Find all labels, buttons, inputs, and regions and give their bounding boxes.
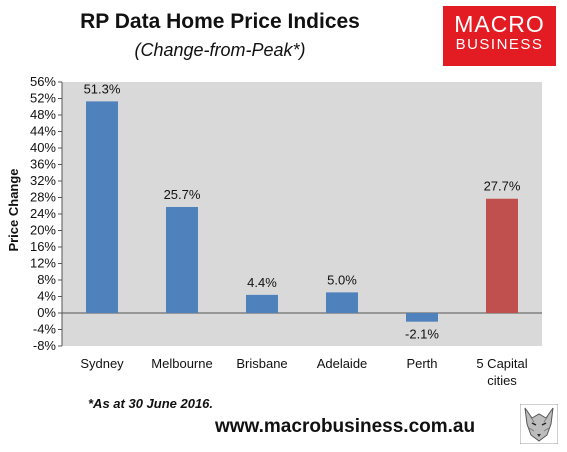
y-tick-label: 28% [30, 190, 56, 205]
y-tick-label: -8% [33, 338, 57, 353]
data-label: -2.1% [405, 327, 439, 342]
x-tick-label: 5 Capital [476, 356, 527, 371]
x-tick-label: Adelaide [317, 356, 368, 371]
bar-brisbane [246, 294, 278, 313]
data-label: 51.3% [84, 81, 121, 96]
footnote: *As at 30 June 2016. [88, 396, 214, 411]
y-tick-label: 0% [37, 305, 56, 320]
y-tick-label: 56% [30, 74, 56, 89]
x-tick-label: Sydney [80, 356, 124, 371]
y-tick-label: 20% [30, 223, 56, 238]
wolf-icon [520, 404, 558, 444]
x-tick-label: cities [487, 373, 517, 388]
logo-line-2: BUSINESS [455, 36, 544, 53]
y-tick-label: 44% [30, 124, 56, 139]
y-tick-label: 36% [30, 157, 56, 172]
y-tick-label: 8% [37, 272, 56, 287]
y-tick-label: 24% [30, 206, 56, 221]
chart-title: RP Data Home Price Indices [80, 10, 360, 33]
bar-adelaide [326, 292, 358, 313]
macrobusiness-logo: MACRO BUSINESS [443, 6, 556, 66]
y-tick-label: 16% [30, 239, 56, 254]
x-tick-label: Brisbane [236, 356, 287, 371]
data-label: 5.0% [327, 272, 357, 287]
bar-melbourne [166, 206, 198, 313]
website-url: www.macrobusiness.com.au [215, 416, 476, 437]
y-tick-label: 4% [37, 289, 56, 304]
y-tick-label: 52% [30, 91, 56, 106]
x-tick-label: Melbourne [151, 356, 212, 371]
data-label: 25.7% [164, 187, 201, 202]
chart-subtitle: (Change-from-Peak*) [134, 40, 306, 60]
y-tick-label: 48% [30, 107, 56, 122]
y-tick-label: -4% [33, 322, 57, 337]
data-label: 4.4% [247, 275, 277, 290]
bar-5-capital-cities [486, 198, 518, 313]
x-tick-label: Perth [406, 356, 437, 371]
logo-line-1: MACRO [454, 11, 545, 37]
plot-area [62, 82, 542, 346]
y-tick-label: 40% [30, 140, 56, 155]
y-tick-label: 12% [30, 256, 56, 271]
bar-sydney [86, 101, 118, 313]
data-label: 27.7% [484, 179, 521, 194]
y-tick-label: 32% [30, 173, 56, 188]
bar-perth [406, 313, 438, 322]
